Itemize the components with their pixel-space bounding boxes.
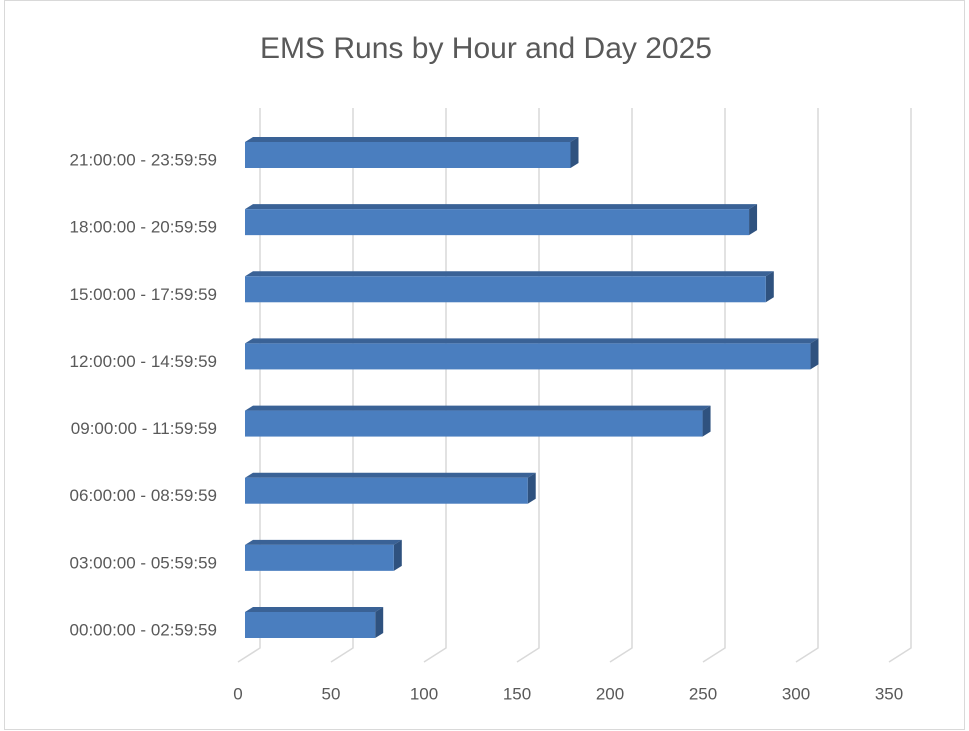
bar <box>245 544 394 571</box>
x-tick-label: 200 <box>596 684 624 703</box>
x-tick-label: 0 <box>233 684 242 703</box>
chart-title: EMS Runs by Hour and Day 2025 <box>260 32 712 65</box>
bar-top <box>245 472 536 478</box>
x-tick-label: 150 <box>503 684 531 703</box>
y-tick-label: 21:00:00 - 23:59:59 <box>70 150 217 169</box>
bar-side <box>393 539 402 571</box>
bar-top <box>245 405 711 411</box>
x-tick-label: 300 <box>782 684 810 703</box>
bar-top <box>245 271 774 277</box>
x-tick-label: 350 <box>875 684 903 703</box>
bar-side <box>570 137 579 168</box>
y-tick-label: 12:00:00 - 14:59:59 <box>70 352 217 371</box>
bar-top <box>245 204 758 210</box>
bar-side <box>375 607 384 638</box>
y-tick-label: 09:00:00 - 11:59:59 <box>71 419 217 438</box>
bar <box>245 142 571 168</box>
bar <box>245 477 528 504</box>
bar-side <box>702 405 711 437</box>
x-tick-label: 50 <box>322 684 341 703</box>
bar-side <box>765 271 774 303</box>
y-tick-label: 06:00:00 - 08:59:59 <box>70 486 217 505</box>
bar-side <box>810 338 819 370</box>
bar-top <box>245 539 402 545</box>
x-tick-label: 100 <box>410 684 438 703</box>
grid-line <box>888 108 912 663</box>
bar-side <box>749 204 758 236</box>
y-tick-label: 18:00:00 - 20:59:59 <box>70 218 217 237</box>
y-tick-label: 15:00:00 - 17:59:59 <box>70 285 217 304</box>
y-tick-label: 03:00:00 - 05:59:59 <box>70 553 217 572</box>
grid-line <box>795 108 819 663</box>
bar-top <box>245 338 819 344</box>
bar-top <box>245 137 579 142</box>
bar <box>245 343 811 370</box>
x-tick-label: 250 <box>689 684 717 703</box>
bar <box>245 209 750 236</box>
bar <box>245 612 376 638</box>
bar <box>245 276 766 303</box>
bar <box>245 410 703 437</box>
bar-top <box>245 607 384 612</box>
bar-side <box>527 472 536 504</box>
y-tick-label: 00:00:00 - 02:59:59 <box>70 620 217 639</box>
